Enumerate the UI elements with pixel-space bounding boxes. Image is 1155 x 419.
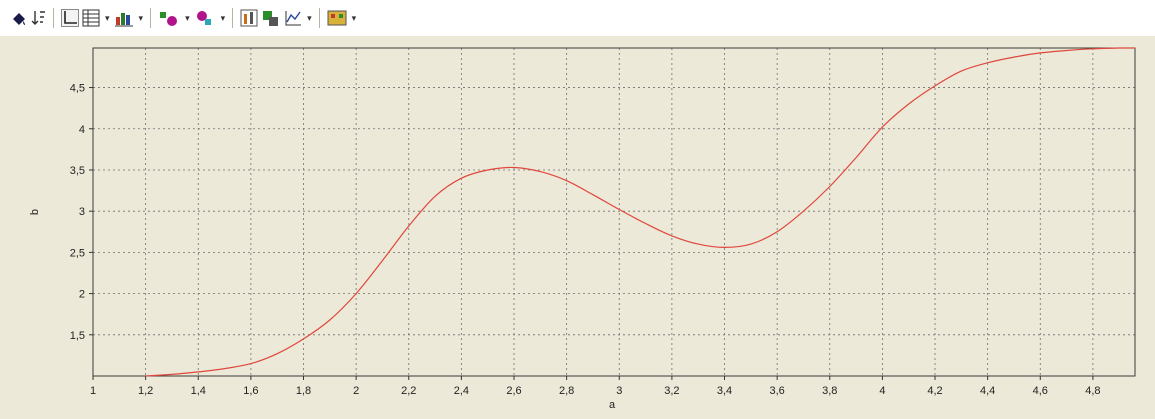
x-tick-label: 1,8 <box>296 385 311 397</box>
y-axis-ticks: 1,5 2 2,5 3 3,5 4 4,5 <box>70 83 93 342</box>
grid-lines <box>93 48 1135 376</box>
series-add-icon[interactable] <box>158 7 180 29</box>
y-tick-label: 2 <box>79 289 85 301</box>
y-tick-label: 4,5 <box>70 83 85 95</box>
chevron-down-icon[interactable]: ▾ <box>307 12 312 23</box>
y-tick-label: 4 <box>79 124 85 136</box>
chevron-down-icon[interactable]: ▾ <box>351 12 357 23</box>
column-chart-icon[interactable] <box>240 7 258 29</box>
x-tick-label: 4,6 <box>1033 385 1048 397</box>
x-tick-label: 3,2 <box>664 385 679 397</box>
series-line <box>145 47 1135 377</box>
chart-toolbar: ▾ ▾ ▾ ▾ ▾ ▾ <box>0 0 1155 36</box>
x-tick-label: 4,2 <box>927 385 942 397</box>
toolbar-separator <box>53 8 55 28</box>
chevron-down-icon[interactable]: ▾ <box>185 12 190 23</box>
line-chart: 1 1,2 1,4 1,6 1,8 2 2,2 2,4 2,6 2,8 3 3,2 3,4 3,6 3,8 4… <box>29 47 1136 411</box>
x-tick-label: 4,8 <box>1085 385 1100 397</box>
chart-panel: 1 1,2 1,4 1,6 1,8 2 2,2 2,4 2,6 2,8 3 3,2 3,4 3,6 3,8 4… <box>0 36 1155 419</box>
chevron-down-icon[interactable]: ▾ <box>220 12 226 23</box>
y-tick-label: 3,5 <box>70 165 85 177</box>
x-tick-label: 3,4 <box>717 385 732 397</box>
series-remove-icon[interactable] <box>194 7 216 29</box>
x-tick-label: 2,2 <box>401 385 416 397</box>
x-tick-label: 1,2 <box>138 385 153 397</box>
x-tick-label: 3,8 <box>822 385 837 397</box>
x-axis-ticks: 1 1,2 1,4 1,6 1,8 2 2,2 2,4 2,6 2,8 3 3,2 3,4 3,6 3,8 4… <box>90 376 1101 397</box>
axes-icon[interactable] <box>61 7 79 29</box>
y-axis-title: b <box>29 209 41 215</box>
x-tick-label: 3,6 <box>769 385 784 397</box>
x-tick-label: 1,4 <box>191 385 206 397</box>
fill-bucket-icon[interactable] <box>10 7 28 29</box>
chevron-down-icon[interactable]: ▾ <box>138 12 144 23</box>
x-tick-label: 3 <box>616 385 622 397</box>
bar-chart-icon[interactable] <box>114 7 134 29</box>
x-tick-label: 2,8 <box>559 385 574 397</box>
stack-chart-icon[interactable] <box>261 7 281 29</box>
toolbar-separator <box>318 8 321 28</box>
x-tick-label: 4,4 <box>980 385 995 397</box>
x-tick-label: 2 <box>353 385 359 397</box>
x-axis-title: a <box>609 399 616 411</box>
chevron-down-icon[interactable]: ▾ <box>105 12 110 23</box>
plot-frame <box>92 47 1136 377</box>
x-tick-label: 2,6 <box>506 385 521 397</box>
line-chart-icon[interactable] <box>284 7 302 29</box>
x-tick-label: 2,4 <box>454 385 469 397</box>
x-tick-label: 1 <box>90 385 96 397</box>
y-tick-label: 3 <box>79 206 85 218</box>
table-icon[interactable] <box>82 7 100 29</box>
toolbar-separator <box>232 8 235 28</box>
sort-icon[interactable] <box>31 7 47 29</box>
x-tick-label: 1,6 <box>243 385 258 397</box>
palette-icon[interactable] <box>327 7 347 29</box>
x-tick-label: 4 <box>879 385 885 397</box>
y-tick-label: 2,5 <box>70 247 85 259</box>
toolbar-separator <box>150 8 153 28</box>
y-tick-label: 1,5 <box>70 330 85 342</box>
